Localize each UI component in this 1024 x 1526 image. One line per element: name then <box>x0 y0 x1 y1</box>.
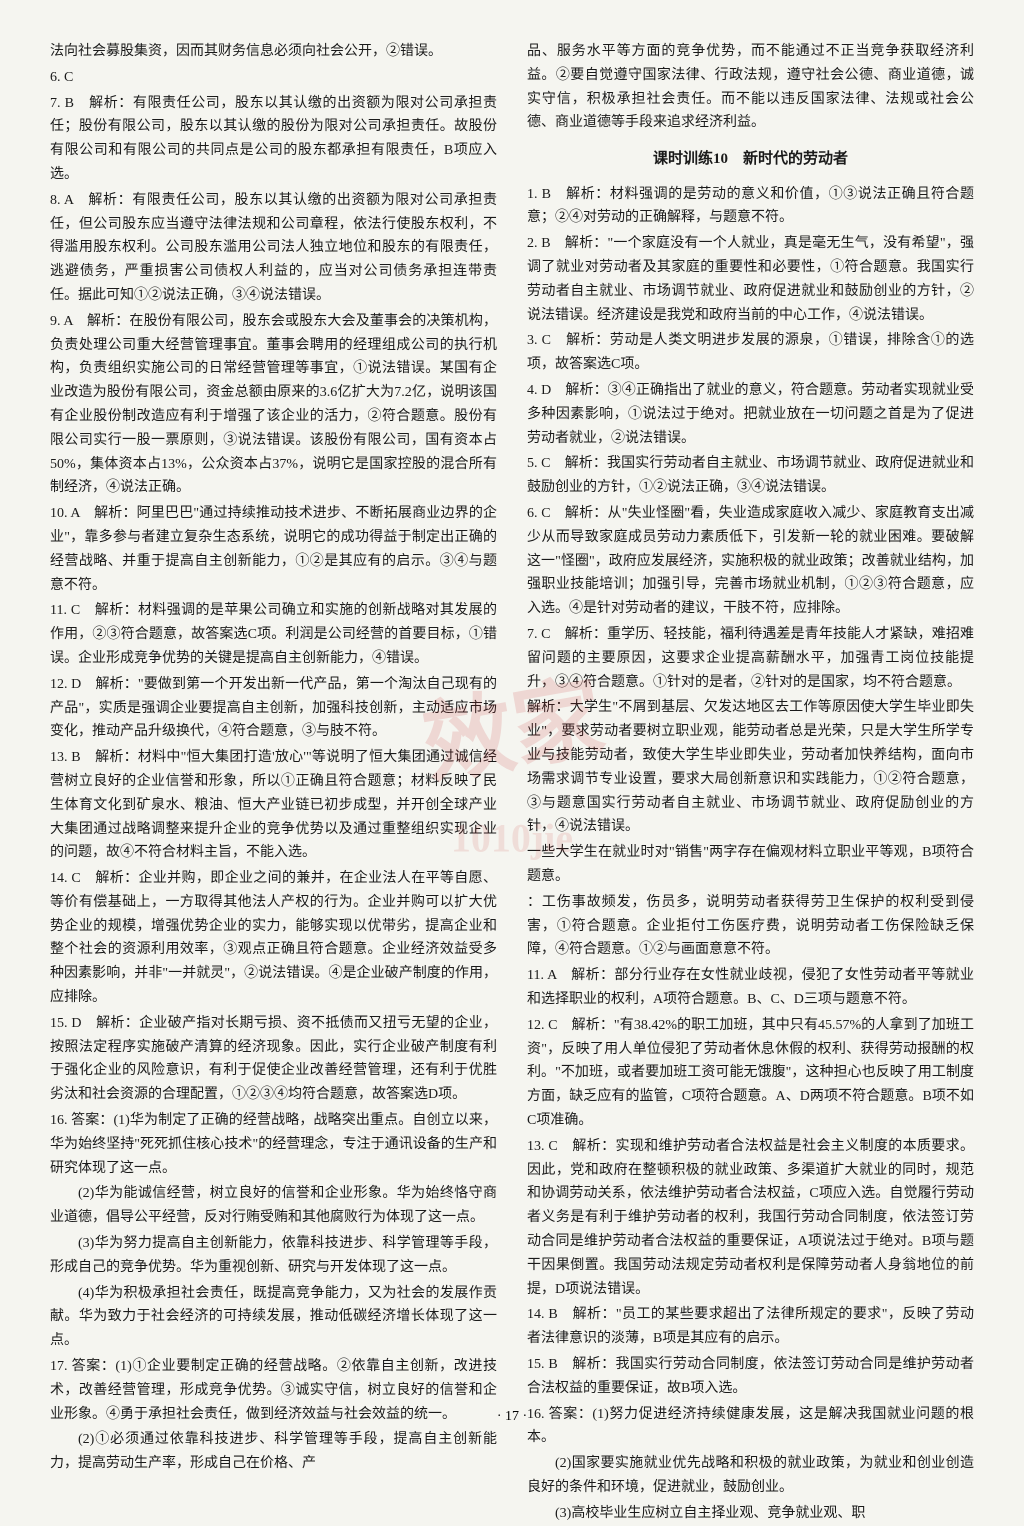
sub-paragraph: (4)华为积极承担社会责任，既提高竞争能力，又为社会的发展作贡献。华为致力于社会… <box>50 1282 497 1353</box>
answer-entry: 解析：大学生"不屑到基层、欠发达地区去工作等原因使大学生毕业即失业"，要求劳动者… <box>527 696 974 839</box>
answer-entry: ：工伤事故频发，伤员多，说明劳动者获得劳卫生保护的权利受到侵害，①符合题意。企业… <box>527 891 974 962</box>
answer-entry: 10. A 解析：阿里巴巴"通过持续推动技术进步、不断拓展商业边界的企业"，靠多… <box>50 502 497 597</box>
answer-entry: 7. C 解析：重学历、轻技能，福利待遇差是青年技能人才紧缺，难招难留问题的主要… <box>527 623 974 694</box>
section-title: 课时训练10 新时代的劳动者 <box>527 147 974 173</box>
answer-entry: 4. D 解析：③④正确指出了就业的意义，符合题意。劳动者实现就业受多种因素影响… <box>527 379 974 450</box>
answer-entry: 13. B 解析：材料中"恒大集团打造'放心'"等说明了恒大集团通过诚信经营树立… <box>50 746 497 865</box>
page-number: · 17 · <box>497 1409 527 1425</box>
sub-paragraph: (3)高校毕业生应树立自主择业观、竞争就业观、职 <box>527 1502 974 1526</box>
sub-paragraph: (2)①必须通过依靠科技进步、科学管理等手段，提高自主创新能力，提高劳动生产率，… <box>50 1428 497 1476</box>
answer-entry: 11. C 解析：材料强调的是苹果公司确立和实施的创新战略对其发展的作用，②③符… <box>50 599 497 670</box>
answer-entry: 5. C 解析：我国实行劳动者自主就业、市场调节就业、政府促进就业和鼓励创业的方… <box>527 452 974 500</box>
answer-entry: 8. A 解析：有限责任公司，股东以其认缴的出资额为限对公司承担责任，但公司股东… <box>50 189 497 308</box>
answer-entry: 12. D 解析："要做到第一个开发出新一代产品，第一个淘汰自己现有的产品"，实… <box>50 673 497 744</box>
page-container: 法向社会募股集资，因而其财务信息必须向社会公开，②错误。6. C7. B 解析：… <box>50 40 974 1405</box>
answer-entry: 品、服务水平等方面的竞争优势，而不能通过不正当竞争获取经济利益。②要自觉遵守国家… <box>527 40 974 135</box>
answer-entry: 法向社会募股集资，因而其财务信息必须向社会公开，②错误。 <box>50 40 497 64</box>
right-column: 品、服务水平等方面的竞争优势，而不能通过不正当竞争获取经济利益。②要自觉遵守国家… <box>527 40 974 1405</box>
sub-paragraph: (2)华为能诚信经营，树立良好的信誉和企业形象。华为始终恪守商业道德，倡导公平经… <box>50 1182 497 1230</box>
answer-entry: 14. B 解析："员工的某些要求超出了法律所规定的要求"，反映了劳动者法律意识… <box>527 1303 974 1351</box>
answer-entry: 7. B 解析：有限责任公司，股东以其认缴的出资额为限对公司承担责任；股份有限公… <box>50 92 497 187</box>
answer-entry: 11. A 解析：部分行业存在女性就业歧视，侵犯了女性劳动者平等就业和选择职业的… <box>527 964 974 1012</box>
answer-entry: 6. C <box>50 66 497 90</box>
answer-entry: 13. C 解析：实现和维护劳动者合法权益是社会主义制度的本质要求。因此，党和政… <box>527 1135 974 1302</box>
answer-entry: 16. 答案：(1)努力促进经济持续健康发展，这是解决我国就业问题的根本。 <box>527 1403 974 1451</box>
answer-entry: 12. C 解析："有38.42%的职工加班，其中只有45.57%的人拿到了加班… <box>527 1014 974 1133</box>
answer-entry: 17. 答案：(1)①企业要制定正确的经营战略。②依靠自主创新，改进技术，改善经… <box>50 1355 497 1426</box>
answer-entry: 16. 答案：(1)华为制定了正确的经营战略，战略突出重点。自创立以来，华为始终… <box>50 1109 497 1180</box>
left-column: 法向社会募股集资，因而其财务信息必须向社会公开，②错误。6. C7. B 解析：… <box>50 40 497 1405</box>
answer-entry: 14. C 解析：企业并购，即企业之间的兼并，在企业法人在平等自愿、等价有偿基础… <box>50 867 497 1010</box>
sub-paragraph: (3)华为努力提高自主创新能力，依靠科技进步、科学管理等手段，形成自己的竞争优势… <box>50 1232 497 1280</box>
sub-paragraph: (2)国家要实施就业优先战略和积极的就业政策，为就业和创业创造良好的条件和环境，… <box>527 1452 974 1500</box>
answer-entry: 2. B 解析："一个家庭没有一个人就业，真是毫无生气，没有希望"，强调了就业对… <box>527 232 974 327</box>
answer-entry: 6. C 解析：从"失业怪圈"看，失业造成家庭收入减少、家庭教育支出减少从而导致… <box>527 502 974 621</box>
answer-entry: 一些大学生在就业时对"销售"两字存在偏观材料立职业平等观，B项符合题意。 <box>527 841 974 889</box>
answer-entry: 1. B 解析：材料强调的是劳动的意义和价值，①③说法正确且符合题意；②④对劳动… <box>527 183 974 231</box>
answer-entry: 15. D 解析：企业破产指对长期亏损、资不抵债而又扭亏无望的企业，按照法定程序… <box>50 1012 497 1107</box>
answer-entry: 15. B 解析：我国实行劳动合同制度，依法签订劳动合同是维护劳动者合法权益的重… <box>527 1353 974 1401</box>
answer-entry: 3. C 解析：劳动是人类文明进步发展的源泉，①错误，排除含①的选项，故答案选C… <box>527 329 974 377</box>
answer-entry: 9. A 解析：在股份有限公司，股东会或股东大会及董事会的决策机构，负责处理公司… <box>50 310 497 500</box>
